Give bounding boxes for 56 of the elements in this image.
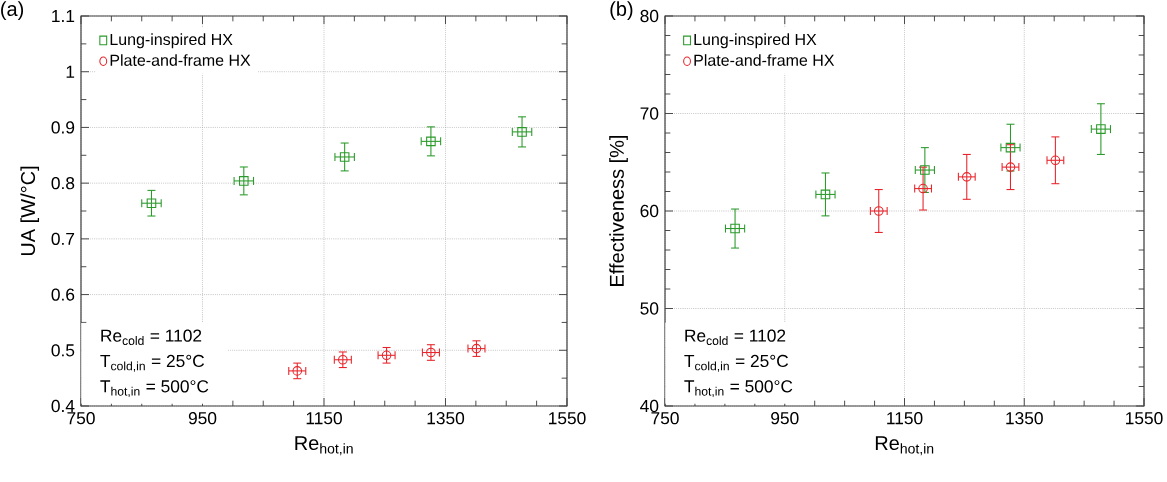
point xyxy=(1005,162,1016,172)
point xyxy=(146,198,157,209)
legend-label: Lung-inspired HX xyxy=(110,33,233,49)
point xyxy=(1005,142,1016,153)
point xyxy=(820,189,831,200)
y-tick-label: 0.5 xyxy=(51,344,75,357)
point xyxy=(239,176,249,186)
point xyxy=(339,152,350,162)
point xyxy=(292,366,303,376)
point xyxy=(920,165,930,175)
x-tick-label: 950 xyxy=(188,412,217,425)
y-axis-title: Effectiveness [%] xyxy=(609,135,628,286)
legend-label: Plate-and-frame HX xyxy=(110,54,251,66)
y-tick-label: 1.1 xyxy=(52,10,75,22)
legend-label: Lung-inspired HX xyxy=(694,33,817,49)
x-axis-title: Re$_{hot,in}$ xyxy=(295,436,353,456)
point xyxy=(961,172,972,182)
x-tick-label: 1350 xyxy=(427,412,465,425)
x-tick-label: 1350 xyxy=(1006,412,1043,425)
y-tick-label: 80 xyxy=(640,9,659,23)
x-axis-title: Re$_{hot,in}$ xyxy=(875,436,934,456)
y-tick-label: 0.4 xyxy=(51,399,75,413)
point xyxy=(918,183,928,194)
y-tick-label: 1 xyxy=(66,65,75,78)
point xyxy=(381,350,392,361)
y-tick-label: 60 xyxy=(640,204,659,218)
x-tick-label: 1150 xyxy=(887,412,923,425)
legend-label: Plate-and-frame HX xyxy=(694,54,835,66)
x-tick-label: 1150 xyxy=(306,412,342,425)
x-tick-label: 1550 xyxy=(1126,412,1163,425)
annotation: T$_{hot,in}$ = 500°C xyxy=(100,380,209,398)
x-tick-label: 750 xyxy=(67,412,95,425)
point xyxy=(517,127,527,137)
y-tick-label: 40 xyxy=(640,399,659,413)
y-tick-label: 70 xyxy=(640,107,659,120)
y-tick-label: 0.8 xyxy=(51,177,75,190)
annotation: Re$_{cold}$ = 1102 xyxy=(101,329,202,346)
y-tick-label: 0.9 xyxy=(51,121,75,134)
x-tick-label: 750 xyxy=(651,412,679,425)
y-tick-label: 0.7 xyxy=(51,232,75,245)
point xyxy=(1050,155,1061,166)
annotation: T$_{hot,in}$ = 500°C xyxy=(684,380,793,398)
point xyxy=(730,223,740,234)
y-tick-label: 50 xyxy=(640,302,659,315)
annotation: T$_{cold,in}$ = 25°C xyxy=(684,354,789,372)
annotation: T$_{cold,in}$ = 25°C xyxy=(100,354,205,372)
chart-title: (a) xyxy=(1,1,24,20)
x-tick-label: 950 xyxy=(771,412,799,425)
point xyxy=(873,206,884,216)
point xyxy=(426,136,436,147)
chart-title: (b) xyxy=(610,1,633,20)
y-axis-title: UA [W/°C] xyxy=(20,166,40,256)
x-tick-label: 1550 xyxy=(549,412,586,425)
point xyxy=(1096,124,1106,134)
annotation: Re$_{cold}$ = 1102 xyxy=(685,329,786,346)
y-tick-label: 0.6 xyxy=(51,288,75,301)
